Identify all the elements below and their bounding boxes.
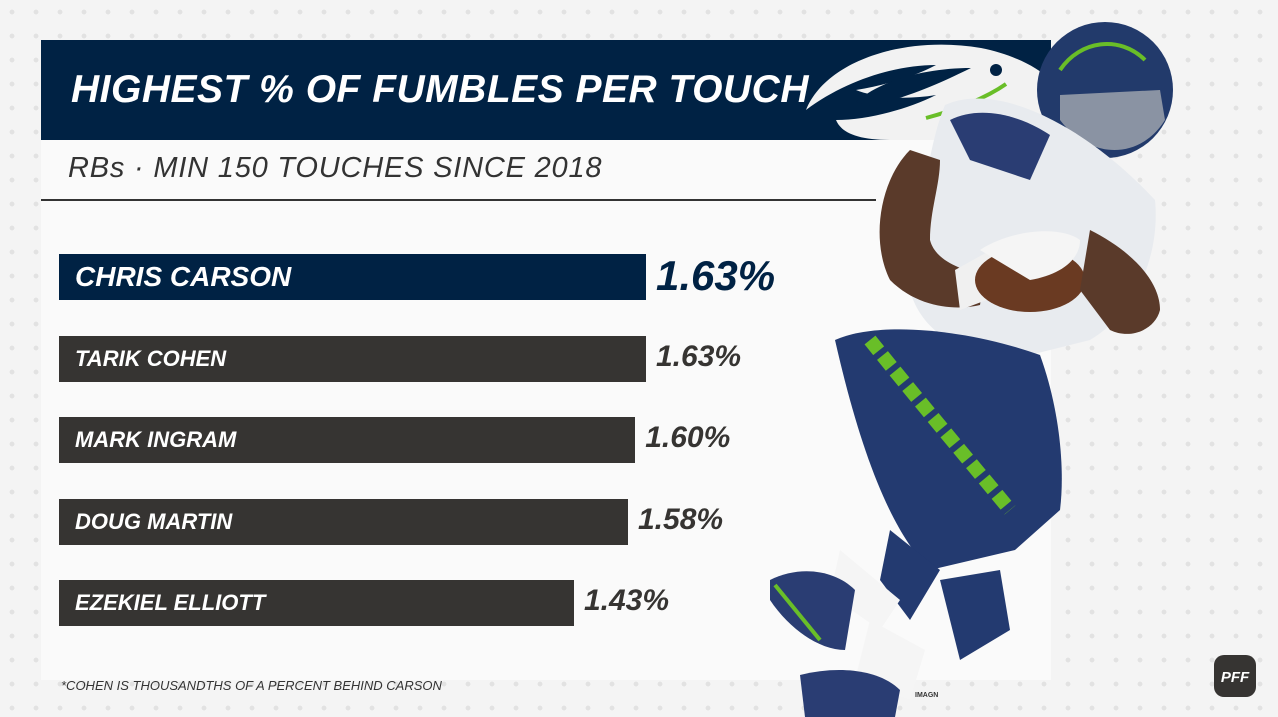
bar-value-label: 1.60% <box>645 421 731 454</box>
bar-mark-ingram: MARK INGRAM <box>59 417 636 463</box>
bar-label: DOUG MARTIN <box>75 509 233 534</box>
bar-doug-martin: DOUG MARTIN <box>59 499 628 545</box>
title-bar: HIGHEST % OF FUMBLES PER TOUCH <box>41 40 1051 140</box>
bar-value-label: 1.43% <box>583 584 670 617</box>
image-credit: IMAGN <box>915 692 939 699</box>
pff-logo-text: PFF <box>1221 669 1250 686</box>
pff-logo-icon: PFF <box>1214 655 1256 697</box>
bar-value-label: 1.63% <box>656 340 742 373</box>
footnote: *COHEN IS THOUSANDTHS OF A PERCENT BEHIN… <box>61 678 442 693</box>
bar-chris-carson: CHRIS CARSON <box>59 254 646 300</box>
bar-label: TARIK COHEN <box>75 346 227 371</box>
divider-rule <box>41 199 876 201</box>
bar-label: CHRIS CARSON <box>75 261 292 292</box>
bar-tarik-cohen: TARIK COHEN <box>59 336 646 382</box>
bar-label: MARK INGRAM <box>75 427 237 452</box>
chart-title: HIGHEST % OF FUMBLES PER TOUCH <box>71 68 809 111</box>
bar-value-label: 1.63% <box>656 252 776 299</box>
bar-label: EZEKIEL ELLIOTT <box>75 590 266 615</box>
bar-value-label: 1.58% <box>637 503 724 536</box>
chart-subtitle: RBs · MIN 150 TOUCHES SINCE 2018 <box>68 152 603 184</box>
bar-ezekiel-elliott: EZEKIEL ELLIOTT <box>59 580 574 626</box>
player-image <box>770 22 1173 717</box>
